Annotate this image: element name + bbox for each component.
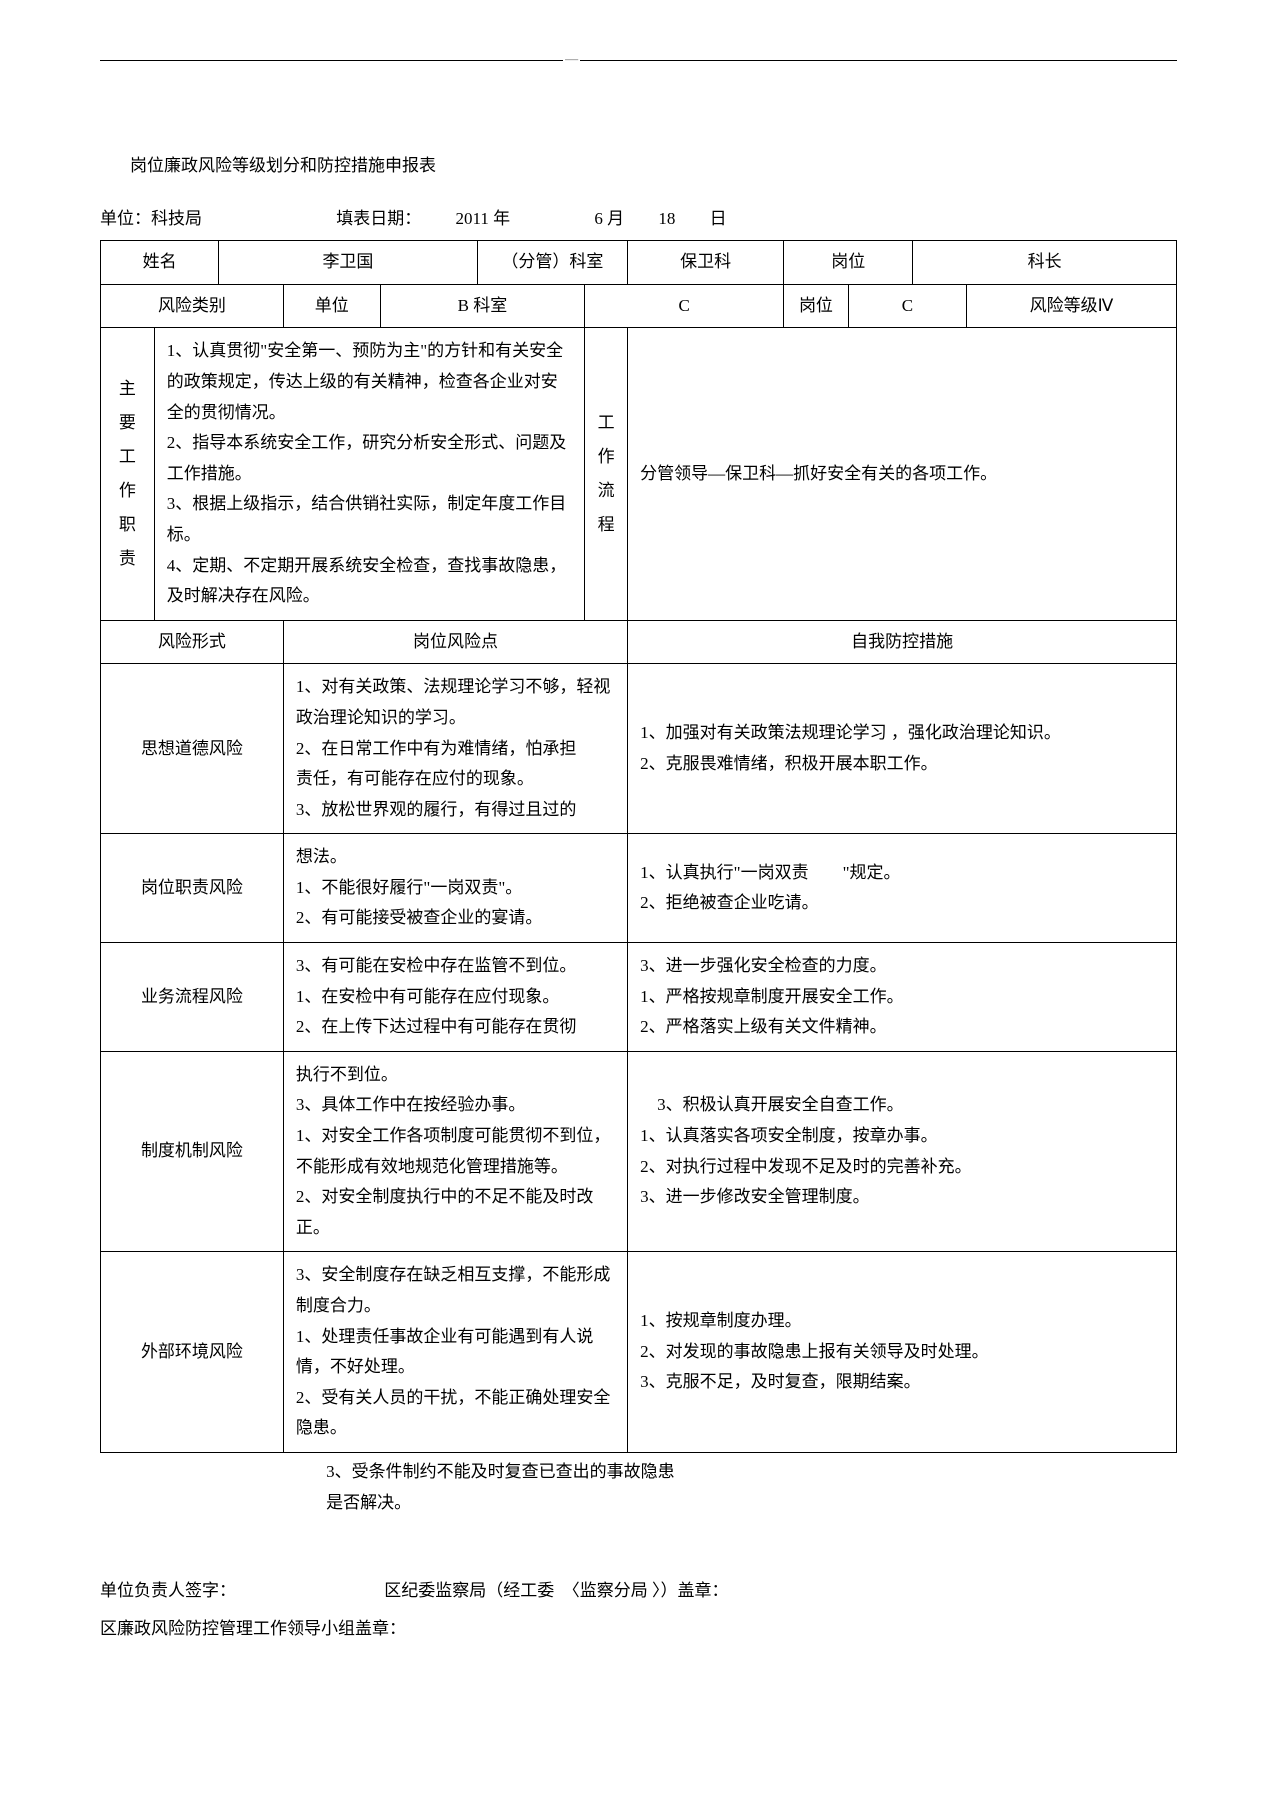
row-risk-category: 风险类别 单位 B 科室 C 岗位 C 风险等级Ⅳ [101,284,1177,328]
row-duties: 主要工作职责 1、认真贯彻"安全第一、预防为主"的方针和有关安全的政策规定，传达… [101,328,1177,620]
risk-c1: C [585,284,784,328]
risk-point: 想法。 1、不能很好履行"一岗双责"。 2、有可能接受被查企业的宴请。 [283,834,627,943]
risk-row: 思想道德风险1、对有关政策、法规理论学习不够，轻视政治理论知识的学习。 2、在日… [101,664,1177,834]
risk-form-label: 风险形式 [101,620,284,664]
risk-form: 岗位职责风险 [101,834,284,943]
duties-header: 主要工作职责 [101,328,155,620]
dept-label: （分管）科室 [477,241,628,285]
risk-point-label: 岗位风险点 [283,620,627,664]
unit-value: 科技局 [151,204,202,235]
risk-form: 业务流程风险 [101,943,284,1052]
risk-level: 风险等级Ⅳ [967,284,1177,328]
pos-value: 科长 [913,241,1177,285]
sig-person: 单位负责人签字： [100,1572,380,1609]
day-unit: 日 [710,204,727,235]
page-title: 岗位廉政风险等级划分和防控措施申报表 [130,151,1177,182]
row-risk-header: 风险形式 岗位风险点 自我防控措施 [101,620,1177,664]
signature-block: 单位负责人签字： 区纪委监察局（经工委 〈监察分局 〉）盖章： 区廉政风险防控管… [100,1572,1177,1647]
risk-ctrl: 3、积极认真开展安全自查工作。 1、认真落实各项安全制度，按章办事。 2、对执行… [628,1051,1177,1252]
risk-ctrl-label: 自我防控措施 [628,620,1177,664]
risk-ctrl: 1、认真执行"一岗双责 "规定。 2、拒绝被查企业吃请。 [628,834,1177,943]
risk-b-label: B 科室 [380,284,584,328]
risk-row: 业务流程风险3、有可能在安检中存在监管不到位。 1、在安检中有可能存在应付现象。… [101,943,1177,1052]
risk-ctrl: 3、进一步强化安全检查的力度。 1、严格按规章制度开展安全工作。 2、严格落实上… [628,943,1177,1052]
name-label: 姓名 [101,241,219,285]
overflow-text: 3、受条件制约不能及时复查已查出的事故隐患是否解决。 [326,1453,681,1522]
date-label: 填表日期： [336,204,421,235]
unit-label: 单位： [100,204,151,235]
risk-category-label: 风险类别 [101,284,284,328]
risk-point: 3、有可能在安检中存在监管不到位。 1、在安检中有可能存在应付现象。 2、在上传… [283,943,627,1052]
flow-header: 工作流程 [585,328,628,620]
risk-form: 外部环境风险 [101,1252,284,1453]
risk-row: 外部环境风险3、安全制度存在缺乏相互支撑，不能形成制度合力。 1、处理责任事故企… [101,1252,1177,1453]
sig-ji: 区纪委监察局（经工委 〈监察分局 〉）盖章： [384,1581,728,1600]
sig-group: 区廉政风险防控管理工作领导小组盖章： [100,1619,406,1638]
year: 2011 年 [456,204,511,235]
risk-point: 1、对有关政策、法规理论学习不够，轻视政治理论知识的学习。 2、在日常工作中有为… [283,664,627,834]
risk-form: 思想道德风险 [101,664,284,834]
risk-point: 执行不到位。 3、具体工作中在按经验办事。 1、对安全工作各项制度可能贯彻不到位… [283,1051,627,1252]
risk-unit-label: 单位 [283,284,380,328]
risk-c2: C [848,284,966,328]
main-table: 姓名 李卫国 （分管）科室 保卫科 岗位 科长 风险类别 单位 B 科室 C 岗… [100,240,1177,1453]
risk-form: 制度机制风险 [101,1051,284,1252]
pos-label: 岗位 [784,241,913,285]
risk-ctrl: 1、加强对有关政策法规理论学习 ，强化政治理论知识。 2、克服畏难情绪，积极开展… [628,664,1177,834]
risk-row: 制度机制风险执行不到位。 3、具体工作中在按经验办事。 1、对安全工作各项制度可… [101,1051,1177,1252]
row-name: 姓名 李卫国 （分管）科室 保卫科 岗位 科长 [101,241,1177,285]
risk-point: 3、安全制度存在缺乏相互支撑，不能形成制度合力。 1、处理责任事故企业有可能遇到… [283,1252,627,1453]
meta-line: 单位：科技局 填表日期： 2011 年 6 月 18 日 [100,204,1177,235]
risk-pos-label: 岗位 [784,284,849,328]
month: 6 月 [594,204,624,235]
dept-value: 保卫科 [628,241,784,285]
day-num: 18 [658,204,675,235]
name-value: 李卫国 [219,241,477,285]
duties-content: 1、认真贯彻"安全第一、预防为主"的方针和有关安全的政策规定，传达上级的有关精神… [154,328,584,620]
flow-content: 分管领导—保卫科—抓好安全有关的各项工作。 [628,328,1177,620]
risk-ctrl: 1、按规章制度办理。 2、对发现的事故隐患上报有关领导及时处理。 3、克服不足，… [628,1252,1177,1453]
risk-row: 岗位职责风险想法。 1、不能很好履行"一岗双责"。 2、有可能接受被查企业的宴请… [101,834,1177,943]
